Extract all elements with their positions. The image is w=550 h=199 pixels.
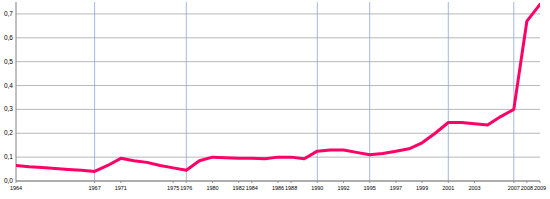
- y-tick-label: 0,7: [4, 10, 13, 17]
- x-tick-label: 1975: [167, 185, 179, 191]
- x-tick: [422, 181, 423, 183]
- grid: [16, 2, 540, 181]
- y-tick-label: 0,2: [4, 129, 13, 136]
- data-line: [16, 4, 540, 171]
- y-tick-label: 0,6: [4, 34, 13, 41]
- x-grid-line: [94, 2, 95, 181]
- x-tick: [343, 181, 344, 183]
- x-tick: [317, 181, 318, 183]
- x-tick: [173, 181, 174, 183]
- x-tick: [291, 181, 292, 183]
- x-tick-label: 1984: [246, 185, 258, 191]
- chart-svg: 0,0 0,1 0,2 0,3 0,4 0,5 0,6 0,7 1964 1967 1971 1975…: [0, 0, 550, 199]
- x-tick: [120, 181, 121, 183]
- x-tick: [448, 181, 449, 183]
- x-tick: [186, 181, 187, 183]
- x-tick-label: 1967: [88, 185, 100, 191]
- x-tick-label: 1995: [364, 185, 376, 191]
- x-tick-label: 2008: [521, 185, 533, 191]
- x-grid-line: [186, 2, 187, 181]
- x-tick: [16, 181, 17, 183]
- y-tick-label: 0,5: [4, 58, 13, 65]
- x-tick-label: 2009: [534, 185, 546, 191]
- y-axis: [16, 2, 17, 181]
- x-tick-label: 2007: [508, 185, 520, 191]
- x-tick-label: 1990: [311, 185, 323, 191]
- y-tick-label: 0,1: [4, 153, 13, 160]
- x-tick: [526, 181, 527, 183]
- x-tick-label: 1980: [206, 185, 218, 191]
- x-tick: [540, 181, 541, 183]
- y-tick-label: 0,4: [4, 82, 13, 89]
- x-tick-label: 1999: [416, 185, 428, 191]
- x-tick-label: 1988: [285, 185, 297, 191]
- x-tick-label: 1986: [272, 185, 284, 191]
- y-tick-label: 0,0: [4, 177, 13, 184]
- data-group: [16, 4, 540, 171]
- x-tick-label: 1992: [337, 185, 349, 191]
- x-tick: [212, 181, 213, 183]
- x-tick: [278, 181, 279, 183]
- x-grid-line: [317, 2, 318, 181]
- chart-container: 0,0 0,1 0,2 0,3 0,4 0,5 0,6 0,7 1964 1967 1971 1975…: [0, 0, 550, 199]
- x-tick-label: 1976: [180, 185, 192, 191]
- x-tick-label: 1964: [10, 185, 22, 191]
- x-tick: [513, 181, 514, 183]
- x-tick: [369, 181, 370, 183]
- x-tick-label: 2001: [442, 185, 454, 191]
- x-tick-label: 1971: [115, 185, 127, 191]
- y-tick-label: 0,3: [4, 105, 13, 112]
- x-grid-line: [448, 2, 449, 181]
- x-tick: [474, 181, 475, 183]
- x-tick: [395, 181, 396, 183]
- x-tick: [94, 181, 95, 183]
- x-tick: [251, 181, 252, 183]
- x-grid-line: [513, 2, 514, 181]
- x-tick: [238, 181, 239, 183]
- x-tick-label: 1982: [233, 185, 245, 191]
- x-tick-label: 2003: [468, 185, 480, 191]
- x-tick-label: 1997: [390, 185, 402, 191]
